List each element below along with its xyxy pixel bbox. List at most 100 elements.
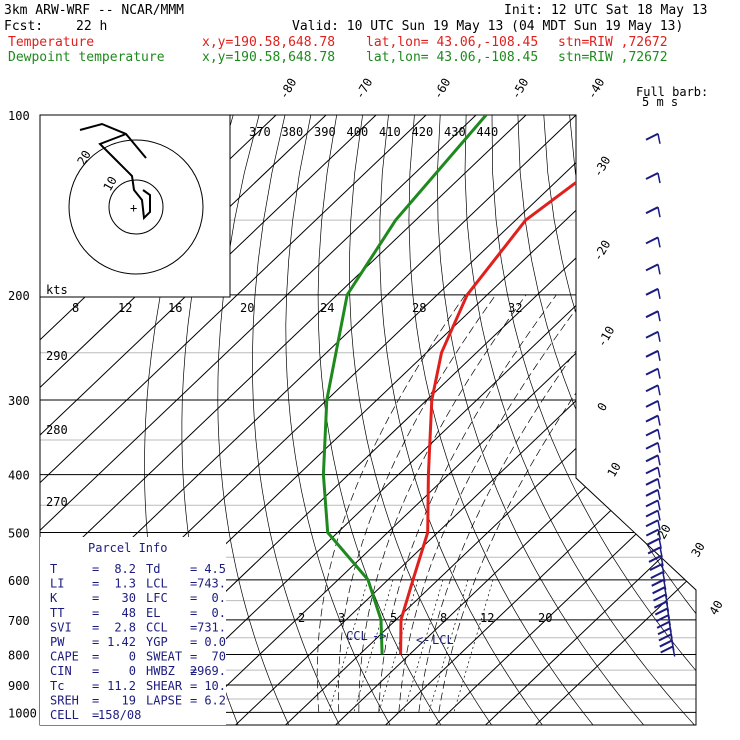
- parcel-eq: =: [190, 591, 197, 605]
- dewpoint-latlon: lat,lon= 43.06,-108.45: [366, 50, 539, 65]
- hodograph-trace: [79, 122, 151, 221]
- isotherm-line: [40, 115, 377, 725]
- parcel-key: HWBZ: [146, 664, 175, 678]
- hodograph-ring-label: 10: [100, 174, 119, 194]
- dry-adiabat: [517, 115, 696, 725]
- parcel-key: CCL: [146, 620, 168, 634]
- parcel-box-bg: [40, 537, 226, 725]
- parcel-eq: =: [190, 650, 197, 664]
- wind-barb-flag: [658, 538, 662, 549]
- hodograph: 10 20 + kts: [46, 122, 204, 297]
- theta-label: 400: [347, 125, 369, 139]
- wind-barb-flag: [657, 133, 661, 144]
- isotherm-label: -50: [508, 76, 531, 102]
- wind-barbs: Full barb:5 m s: [636, 85, 708, 657]
- wind-barb: [645, 466, 659, 475]
- theta-label: 440: [477, 125, 499, 139]
- dry-adiabat: [317, 115, 442, 725]
- mixing-ratio-label: 12: [118, 301, 132, 315]
- wind-barb-flag: [657, 237, 661, 248]
- dry-adiabat: [437, 115, 644, 725]
- wind-barb-flag: [657, 520, 661, 531]
- dry-adiabat: [217, 115, 290, 725]
- parcel-key: SHEAR: [146, 679, 183, 693]
- isotherm-line: [40, 115, 427, 725]
- wind-barb: [645, 414, 659, 423]
- theta-label: 380: [282, 125, 304, 139]
- parcel-value: 1.42: [107, 635, 136, 649]
- barb-header: Full barb:: [636, 85, 708, 99]
- wind-barb-flag: [657, 489, 661, 500]
- wind-barb-flag: [657, 311, 661, 322]
- wind-barb: [660, 645, 674, 654]
- wind-barb: [651, 578, 665, 587]
- dry-adiabat: [491, 115, 696, 725]
- dry-adiabat: [379, 115, 543, 725]
- dry-adiabat: [569, 115, 696, 725]
- dry-adiabat: [464, 115, 695, 725]
- parcel-key: Td: [146, 562, 160, 576]
- parcel-eq: =: [190, 679, 197, 693]
- wind-barb-flag: [657, 350, 661, 361]
- wind-barb-flag: [657, 529, 662, 540]
- wind-barb: [645, 499, 659, 508]
- wind-barb-flag: [657, 442, 661, 453]
- isotherm-label: -30: [590, 154, 613, 180]
- theta-label: 420: [412, 125, 434, 139]
- wind-barb-flag: [657, 207, 661, 218]
- theta-label: 410: [379, 125, 401, 139]
- wind-barb-flag: [659, 547, 663, 558]
- parcel-eq: =: [190, 620, 197, 634]
- isotherm-line: [485, 115, 696, 725]
- hodograph-center-marker: +: [130, 201, 137, 215]
- parcel-value: 19: [122, 693, 136, 707]
- parcel-value: 30: [122, 591, 136, 605]
- theta-label: 430: [444, 125, 466, 139]
- wind-barb: [658, 633, 672, 642]
- wind-barb: [649, 563, 663, 572]
- parcel-eq: =: [92, 635, 99, 649]
- wind-barb: [645, 236, 659, 245]
- dry-adiabat: [408, 115, 594, 725]
- wind-barb: [645, 367, 659, 376]
- wind-barb-flag: [657, 331, 661, 342]
- ccl-label: CCL: [346, 629, 368, 643]
- pressure-label: 400: [8, 469, 30, 483]
- parcel-key: LCL: [146, 577, 168, 591]
- mixing-ratio-label: 24: [320, 301, 334, 315]
- parcel-key: YGP: [146, 635, 168, 649]
- wind-barb: [647, 546, 661, 555]
- parcel-key: SREH: [50, 693, 79, 707]
- dry-adiabat: [349, 115, 492, 725]
- mixing-ratio-label: 20: [538, 611, 552, 625]
- isotherm-label: -60: [430, 76, 453, 102]
- parcel-key: EL: [146, 606, 160, 620]
- parcel-key: PW: [50, 635, 65, 649]
- hodograph-ring-outer: [68, 139, 204, 275]
- profiles: [321, 115, 667, 655]
- isotherm-line: [535, 115, 696, 725]
- moist-adiabat: [316, 294, 466, 713]
- isotherm-line: [235, 115, 696, 725]
- pressure-label: 500: [8, 527, 30, 541]
- isotherm-line: [435, 115, 696, 725]
- wind-barb: [652, 586, 666, 595]
- temperature-legend: Temperature: [8, 35, 95, 50]
- parcel-eq: =: [92, 693, 99, 707]
- wind-barb: [653, 600, 667, 609]
- mixing-ratio-label: 8: [440, 611, 447, 625]
- parcel-eq: =: [190, 577, 197, 591]
- isotherm-label: -40: [584, 76, 607, 102]
- parcel-key: LFC: [146, 591, 168, 605]
- parcel-value: 70: [212, 650, 226, 664]
- isotherm-line: [40, 115, 477, 725]
- dry-adiabat: [543, 115, 696, 725]
- isotherm-label: 30: [688, 540, 707, 560]
- wind-barb: [645, 528, 659, 537]
- wind-barb: [646, 537, 660, 546]
- mixing-ratio-line: [403, 579, 444, 713]
- parcel-eq: =: [92, 606, 99, 620]
- wind-barb: [659, 639, 673, 648]
- wind-barb-flag: [657, 415, 661, 426]
